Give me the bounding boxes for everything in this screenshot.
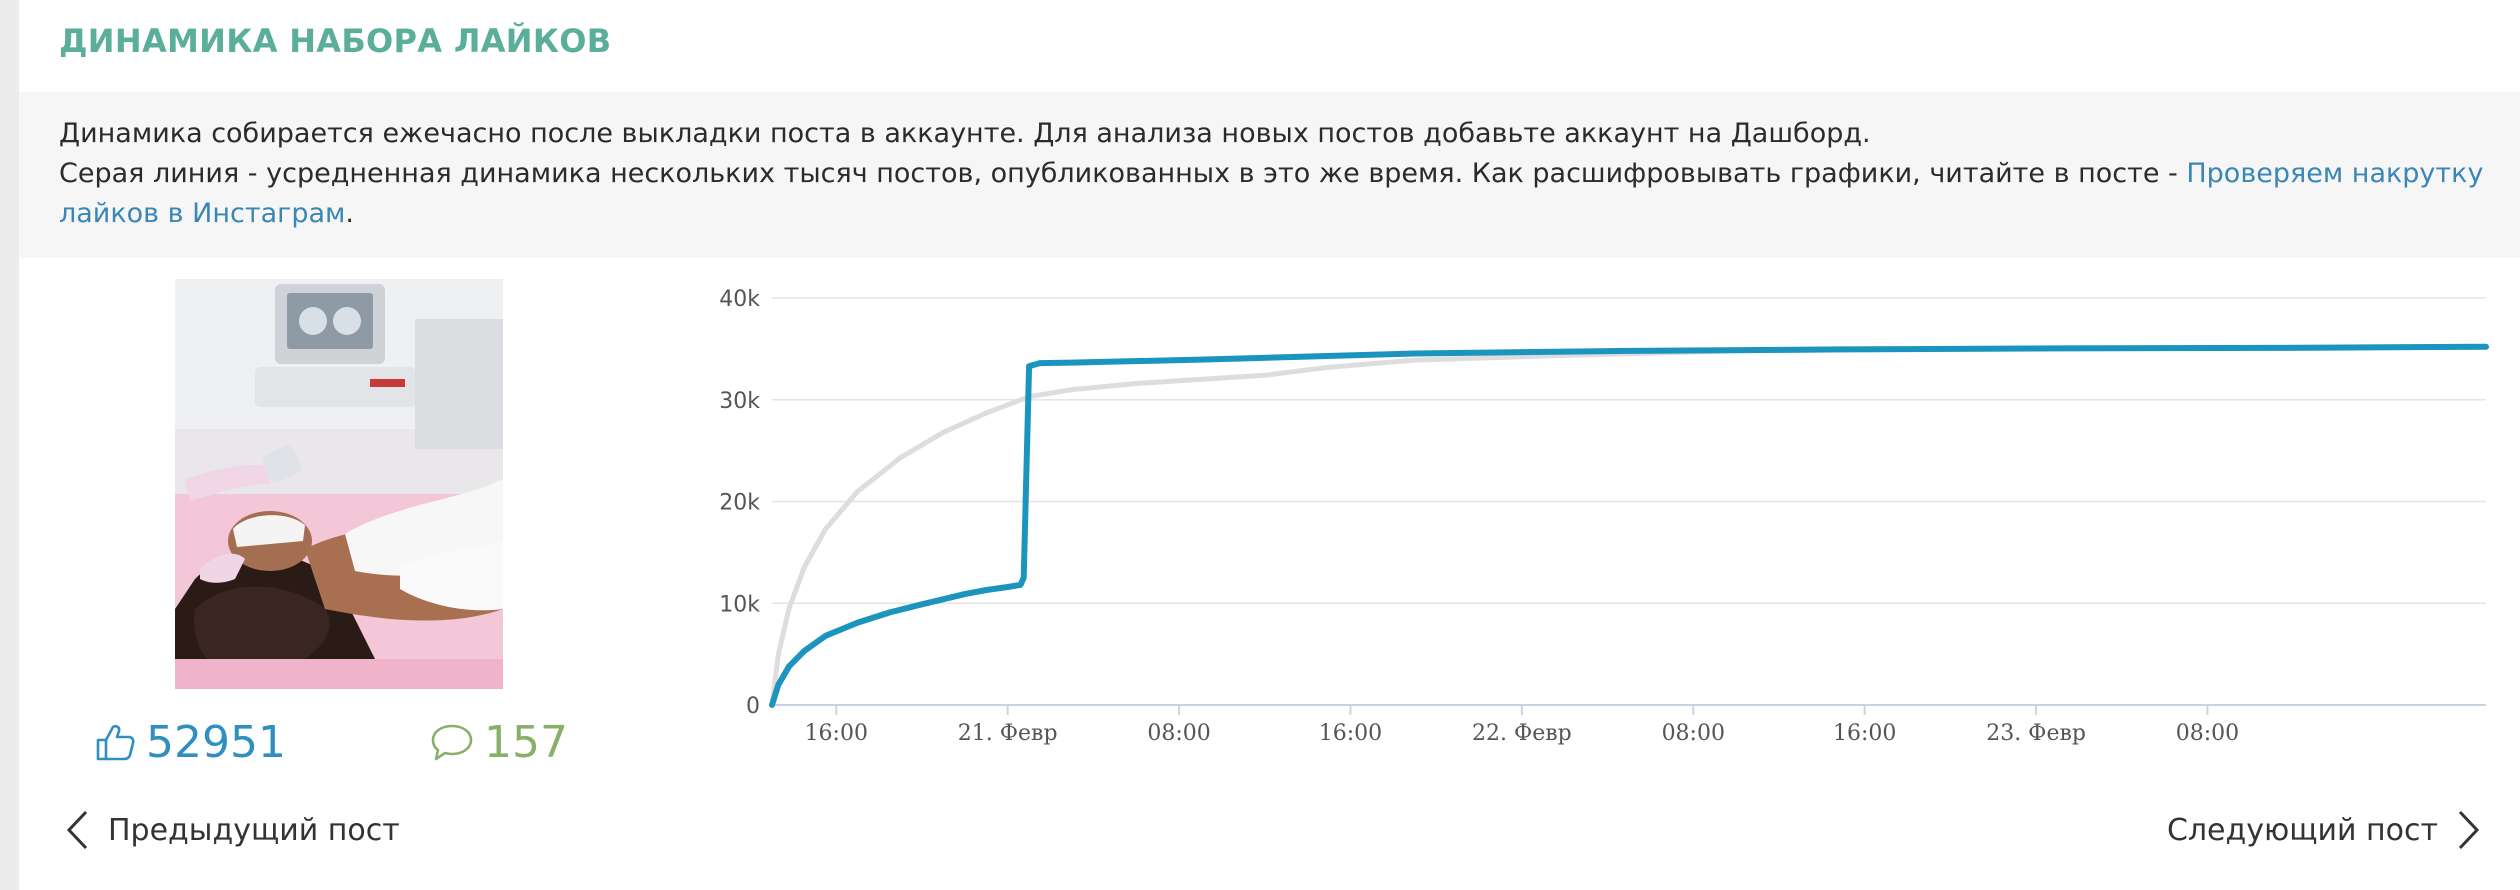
post-thumbnail[interactable] bbox=[175, 279, 503, 689]
x-tick-label: 23. Февр bbox=[1986, 721, 2086, 746]
x-tick-label: 16:00 bbox=[1319, 721, 1382, 746]
x-tick-label: 08:00 bbox=[1147, 721, 1210, 746]
info-line-2: Серая линия - усредненная динамика неско… bbox=[59, 154, 2509, 234]
y-tick-label: 40k bbox=[719, 287, 760, 312]
prev-post-label: Предыдущий пост bbox=[108, 812, 400, 848]
likes-chart: 0 10k 20k 30k 40k 16:00 21. Февр 08:00 16:00 22. … bbox=[719, 287, 2489, 746]
likes-count: 52951 bbox=[146, 716, 286, 768]
y-tick-label: 20k bbox=[719, 491, 760, 516]
info-line-2-text: Серая линия - усредненная динамика неско… bbox=[59, 158, 2187, 189]
info-line-1: Динамика собирается ежечасно после выкла… bbox=[59, 118, 1871, 149]
x-tick-label: 16:00 bbox=[1833, 721, 1896, 746]
article-link[interactable]: Проверяем накрутку лайков в Инстаграм bbox=[59, 158, 2484, 229]
x-tick-label: 21. Февр bbox=[958, 721, 1058, 746]
info-box: Динамика собирается ежечасно после выкла… bbox=[19, 92, 2520, 258]
y-tick-label: 30k bbox=[719, 389, 760, 414]
y-tick-label: 0 bbox=[746, 694, 760, 719]
next-post-button[interactable]: Следующий пост bbox=[2167, 808, 2482, 852]
likes-dynamics-panel: ДИНАМИКА НАБОРА ЛАЙКОВ Динамика собирает… bbox=[19, 0, 2520, 890]
comments-counter: 157 bbox=[430, 712, 568, 772]
info-line-2-end: . bbox=[345, 198, 354, 229]
speech-bubble-icon bbox=[431, 724, 473, 761]
x-tick-label: 08:00 bbox=[2176, 721, 2239, 746]
likes-counter: 52951 bbox=[94, 712, 286, 772]
post-likes-line bbox=[769, 343, 2489, 708]
section-title: ДИНАМИКА НАБОРА ЛАЙКОВ bbox=[59, 22, 612, 60]
x-tick-label: 16:00 bbox=[805, 721, 868, 746]
y-tick-label: 10k bbox=[719, 592, 760, 617]
chevron-right-icon bbox=[2458, 810, 2480, 850]
prev-post-button[interactable]: Предыдущий пост bbox=[64, 808, 400, 852]
x-tick-label: 22. Февр bbox=[1472, 721, 1572, 746]
post-photo-image bbox=[175, 279, 503, 689]
next-post-label: Следующий пост bbox=[2166, 812, 2438, 848]
x-tick-label: 08:00 bbox=[1662, 721, 1725, 746]
chevron-left-icon bbox=[66, 810, 88, 850]
thumbs-up-icon bbox=[96, 724, 135, 761]
comments-count: 157 bbox=[484, 716, 568, 768]
